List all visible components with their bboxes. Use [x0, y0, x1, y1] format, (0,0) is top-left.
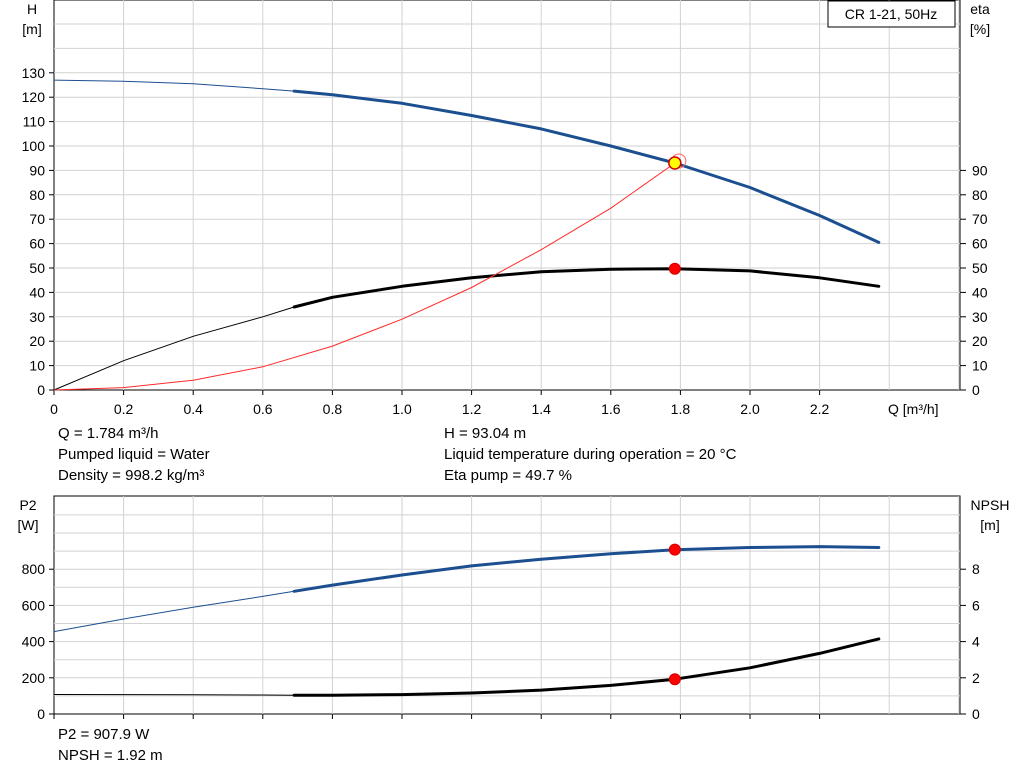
panel1-x-tick-label: 0.2	[114, 401, 134, 417]
panel1-duty-point-marker	[668, 156, 682, 170]
panel1-x-tick-label: 0.8	[323, 401, 343, 417]
panel2-y-left-tick-label: 0	[37, 706, 45, 722]
panel1-y-right-tick-label: 10	[972, 358, 988, 374]
panel1-y-right-tick-label: 0	[972, 382, 980, 398]
panel1-y-left-tick-label: 90	[29, 162, 45, 178]
panel2-y-right-tick-label: 6	[972, 597, 980, 613]
info-flow: Q = 1.784 m³/h	[58, 425, 159, 442]
panel1-y-right-tick-label: 80	[972, 187, 988, 203]
panel1-y-left-tick-label: 10	[29, 358, 45, 374]
panel1-x-tick-label: 0.4	[183, 401, 203, 417]
panel2-p2-power-curve-extended	[53, 590, 295, 633]
panel1-x-tick-label: 0	[50, 401, 58, 417]
panel1-x-tick-label: 2.0	[740, 401, 760, 417]
panel2-y-left-tick-label: 200	[22, 670, 46, 686]
panel1-x-tick-label: 1.8	[671, 401, 691, 417]
info-block-left: Q = 1.784 m³/h Pumped liquid = Water Den…	[58, 423, 210, 486]
info-npsh: NPSH = 1.92 m	[58, 747, 163, 764]
panel2-y-left-tick-label: 400	[22, 634, 46, 650]
panel2-duty-point-marker	[668, 673, 681, 686]
panel1-y-left-tick-label: 50	[29, 260, 45, 276]
info-eta-pump: Eta pump = 49.7 %	[444, 467, 572, 484]
info-pumped-liquid: Pumped liquid = Water	[58, 446, 210, 463]
panel1-x-tick-label: 1.2	[462, 401, 482, 417]
panel1-y-right-tick-label: 90	[972, 162, 988, 178]
info-density: Density = 998.2 kg/m³	[58, 467, 205, 484]
panel1-y-right-axis-unit: [%]	[970, 21, 990, 37]
panel1-x-tick-label: 0.6	[253, 401, 273, 417]
panel2-y-right-tick-label: 8	[972, 561, 980, 577]
panel1-y-left-tick-label: 40	[29, 284, 45, 300]
panel2-y-right-tick-label: 2	[972, 670, 980, 686]
panel1-title-box	[827, 0, 956, 28]
panel1-duty-point-marker	[668, 262, 681, 275]
panel2-y-left-axis-title: P2	[19, 497, 36, 513]
panel2-y-right-tick-label: 0	[972, 706, 980, 722]
panel1-head-curve-extended	[53, 79, 295, 92]
panel2-npsh-curve-extended	[53, 694, 295, 696]
info-block-bottom: P2 = 907.9 W NPSH = 1.92 m	[58, 724, 163, 766]
info-liquid-temperature: Liquid temperature during operation = 20…	[444, 446, 737, 463]
panel1-y-left-tick-label: 30	[29, 309, 45, 325]
panel2-y-right-axis-title: NPSH	[971, 497, 1010, 513]
panel2-npsh-curve	[292, 637, 881, 697]
panel2-duty-point-marker	[668, 543, 681, 556]
info-block-right: H = 93.04 m Liquid temperature during op…	[444, 423, 736, 486]
panel1-y-left-tick-label: 0	[37, 382, 45, 398]
panel1-y-left-tick-label: 70	[29, 211, 45, 227]
panel2-y-right-tick-label: 4	[972, 634, 980, 650]
panel1-y-right-axis-title: eta	[970, 1, 990, 17]
panel1-y-left-tick-label: 130	[22, 65, 46, 81]
panel1-x-tick-label: 2.2	[810, 401, 830, 417]
panel1-y-left-axis-unit: [m]	[22, 21, 41, 37]
panel1-y-right-tick-label: 70	[972, 211, 988, 227]
info-p2: P2 = 907.9 W	[58, 726, 150, 743]
panel2-y-left-tick-label: 600	[22, 597, 46, 613]
info-head: H = 93.04 m	[444, 425, 527, 442]
panel1-x-axis-title: Q [m³/h]	[888, 401, 939, 417]
panel1-chart-title: CR 1-21, 50Hz	[845, 6, 938, 22]
panel1-x-tick-label: 1.6	[601, 401, 621, 417]
panel1-y-right-tick-label: 60	[972, 236, 988, 252]
panel1-y-left-tick-label: 60	[29, 236, 45, 252]
panel1-x-tick-label: 1.0	[392, 401, 412, 417]
panel1-y-right-tick-label: 50	[972, 260, 988, 276]
panel2-p2-power-curve	[292, 545, 881, 593]
panel2-y-right-axis-unit: [m]	[980, 517, 999, 533]
panel1-efficiency-guide-curve	[53, 162, 676, 391]
panel1-head-curve	[292, 89, 881, 244]
panel1-y-right-tick-label: 40	[972, 284, 988, 300]
panel1-y-left-tick-label: 80	[29, 187, 45, 203]
panel1-y-left-tick-label: 100	[22, 138, 46, 154]
panel1-efficiency-curve-extended	[53, 306, 295, 391]
panel1-y-left-tick-label: 110	[23, 114, 46, 130]
panel1-y-right-tick-label: 20	[972, 333, 988, 349]
panel1-y-left-axis-title: H	[27, 1, 37, 17]
panel1-y-right-tick-label: 30	[972, 309, 988, 325]
panel2-y-left-tick-label: 800	[22, 561, 46, 577]
panel1-y-left-tick-label: 20	[29, 333, 45, 349]
panel1-efficiency-curve	[292, 267, 881, 309]
panel2-y-left-axis-unit: [W]	[18, 517, 39, 533]
panel1-x-tick-label: 1.4	[531, 401, 551, 417]
panel1-y-left-tick-label: 120	[22, 89, 46, 105]
